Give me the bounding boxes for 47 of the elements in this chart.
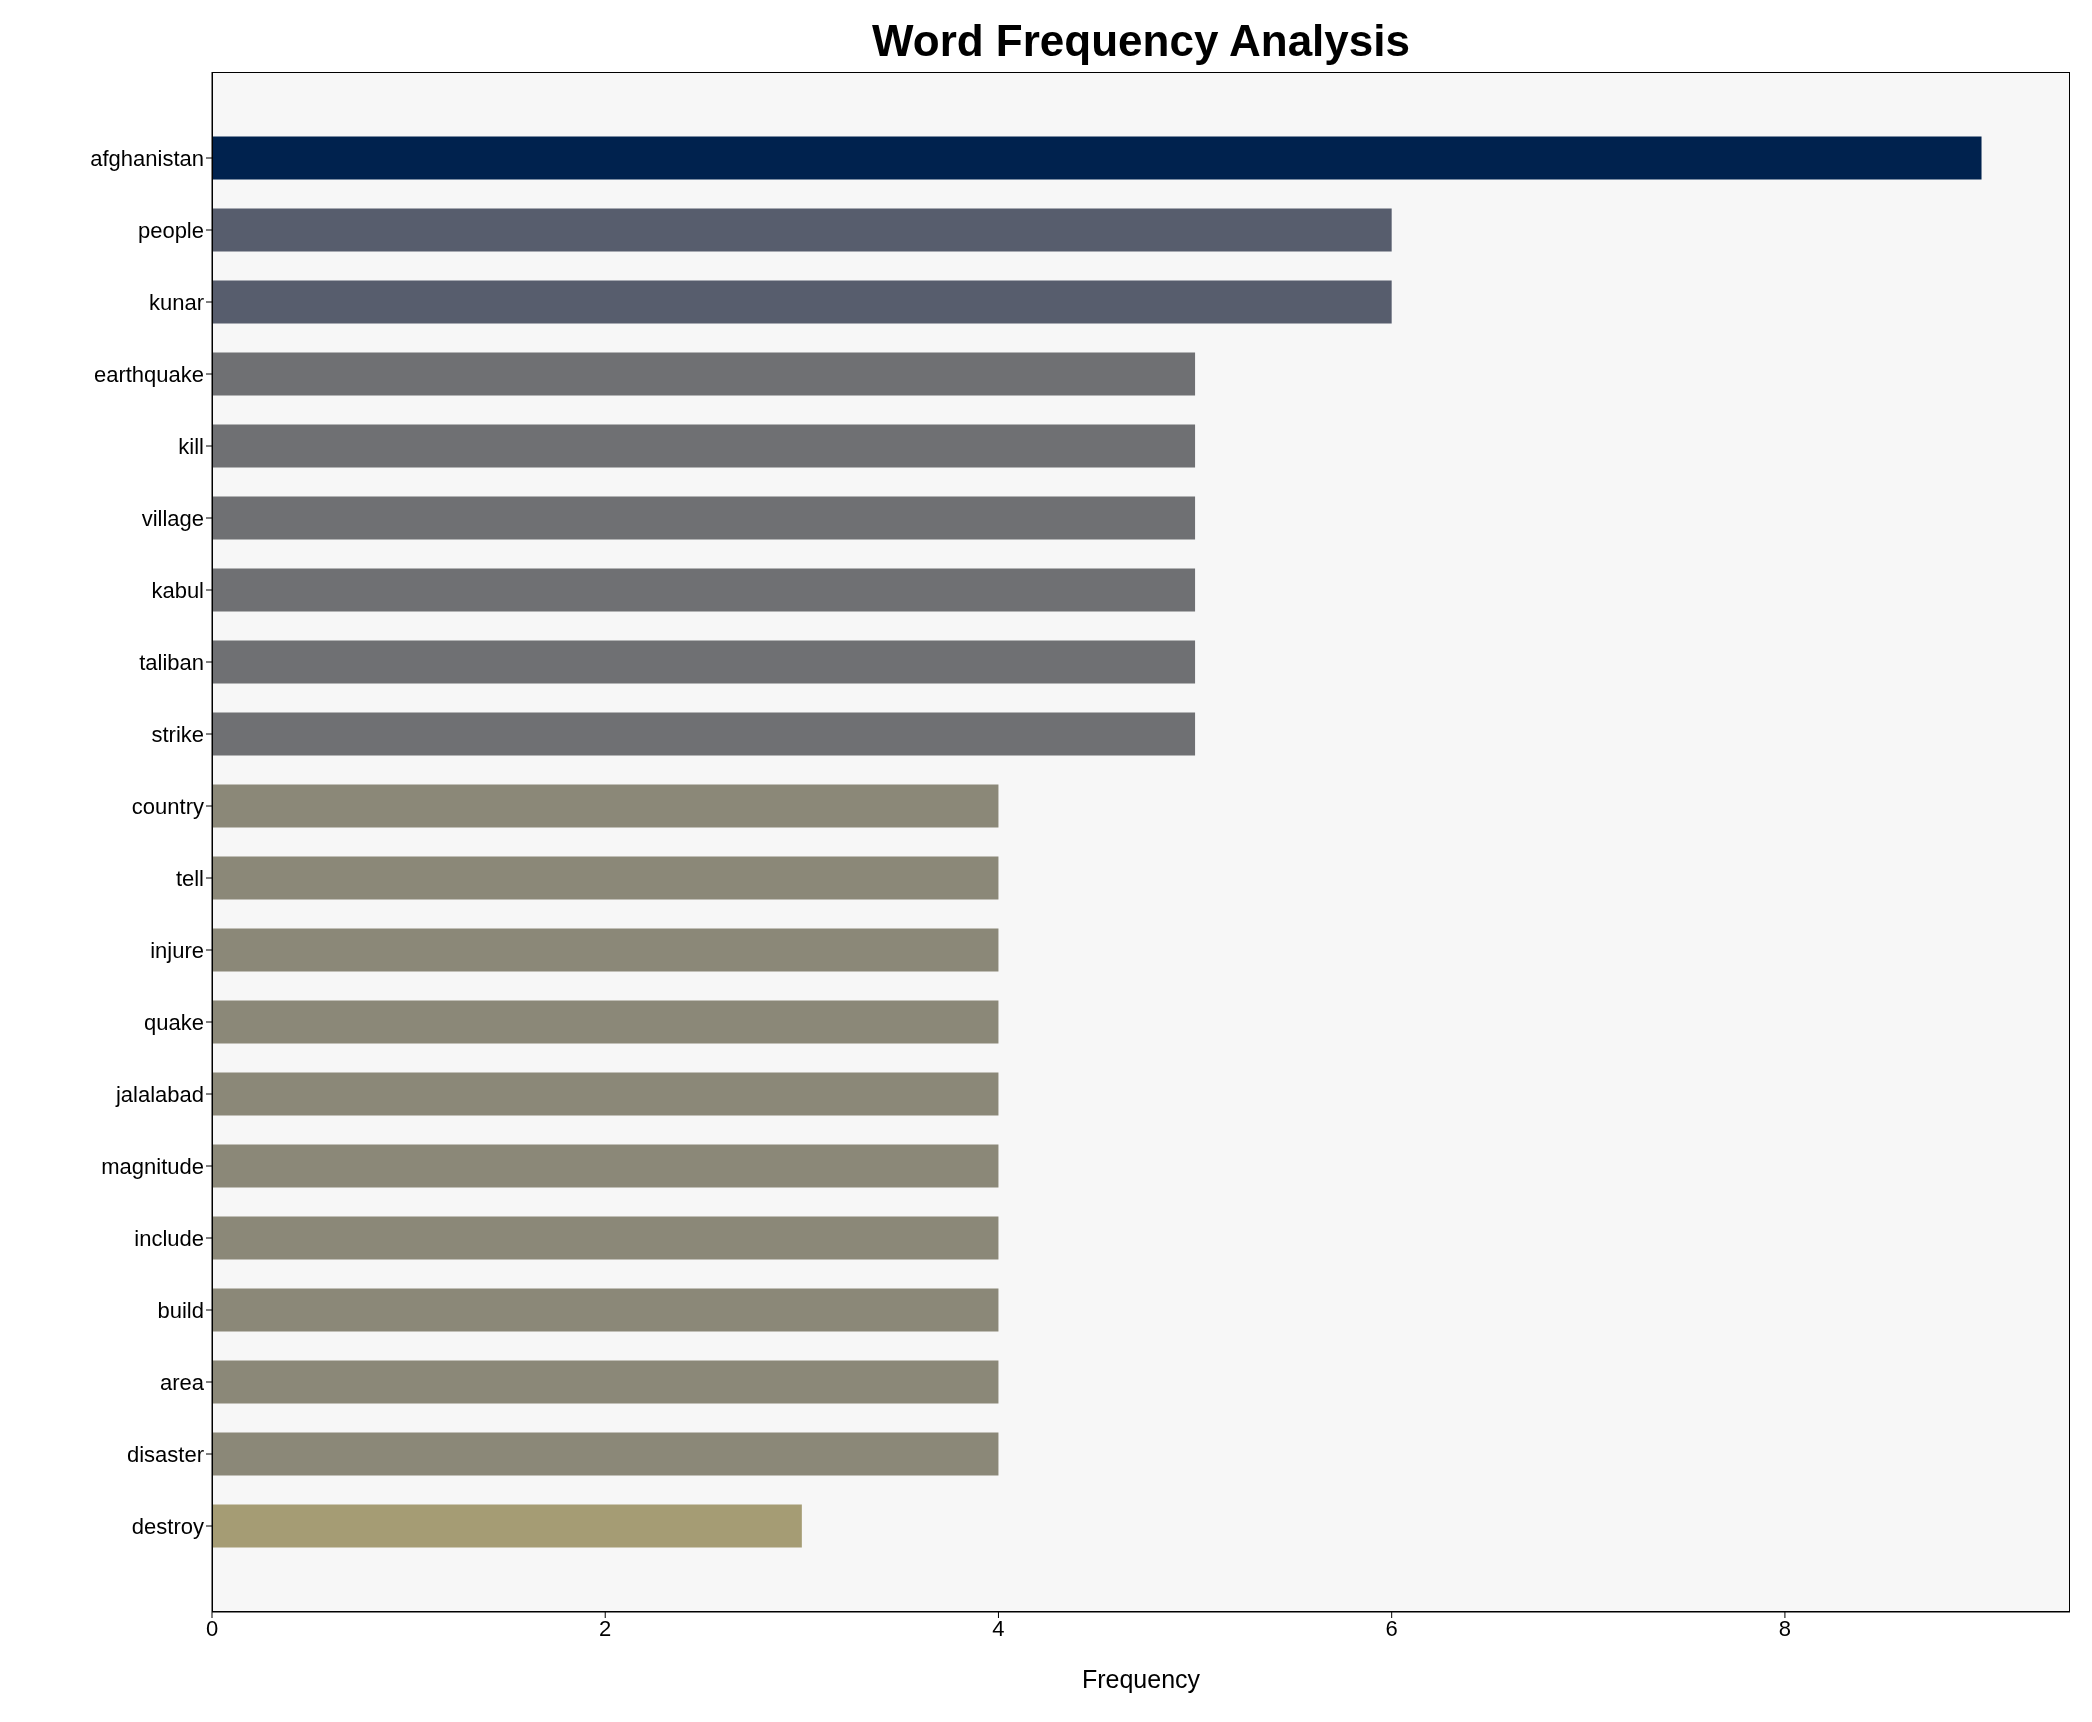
y-tick-label: strike [151, 721, 204, 747]
bar [212, 1144, 999, 1188]
y-tick-label: taliban [139, 649, 204, 675]
x-tick-label: 6 [1385, 1615, 1398, 1641]
bar [212, 208, 1392, 252]
bar [212, 568, 1196, 612]
bar [212, 1504, 802, 1548]
x-tick-label: 4 [992, 1615, 1005, 1641]
bar [212, 1288, 999, 1332]
bar [212, 424, 1196, 468]
bar [212, 640, 1196, 684]
y-tick-label: kill [178, 433, 204, 459]
bar [212, 1072, 999, 1116]
x-tick-label: 0 [205, 1615, 219, 1641]
bar [212, 280, 1392, 324]
x-tick-label: 2 [599, 1615, 612, 1641]
bar [212, 856, 999, 900]
y-tick-label: village [141, 505, 204, 531]
y-tick-label: jalalabad [114, 1081, 204, 1107]
y-tick-label: people [137, 217, 204, 243]
y-tick-label: injure [150, 937, 204, 963]
y-tick-label: quake [144, 1009, 204, 1035]
x-tick-label: 8 [1778, 1615, 1792, 1641]
y-tick-label: destroy [131, 1513, 204, 1539]
y-tick-label: tell [175, 865, 204, 891]
bar [212, 712, 1196, 756]
bar [212, 1360, 999, 1404]
y-tick-label: disaster [126, 1441, 204, 1467]
bar [212, 496, 1196, 540]
y-tick-label: kabul [151, 577, 204, 603]
bar [212, 1432, 999, 1476]
bar [212, 1000, 999, 1044]
bar [212, 928, 999, 972]
bar [212, 352, 1196, 396]
x-axis-title: Frequency [1081, 1665, 1201, 1693]
y-tick-label: magnitude [101, 1153, 204, 1179]
y-tick-label: build [157, 1297, 204, 1323]
y-tick-label: area [159, 1369, 205, 1395]
bar [212, 136, 1982, 180]
y-tick-label: kunar [148, 289, 204, 315]
bar [212, 1216, 999, 1260]
y-tick-label: afghanistan [90, 145, 204, 171]
chart-title: Word Frequency Analysis [871, 16, 1411, 66]
y-tick-label: country [131, 793, 204, 819]
bar [212, 784, 999, 828]
y-tick-label: include [134, 1225, 204, 1251]
y-tick-label: earthquake [93, 361, 204, 387]
